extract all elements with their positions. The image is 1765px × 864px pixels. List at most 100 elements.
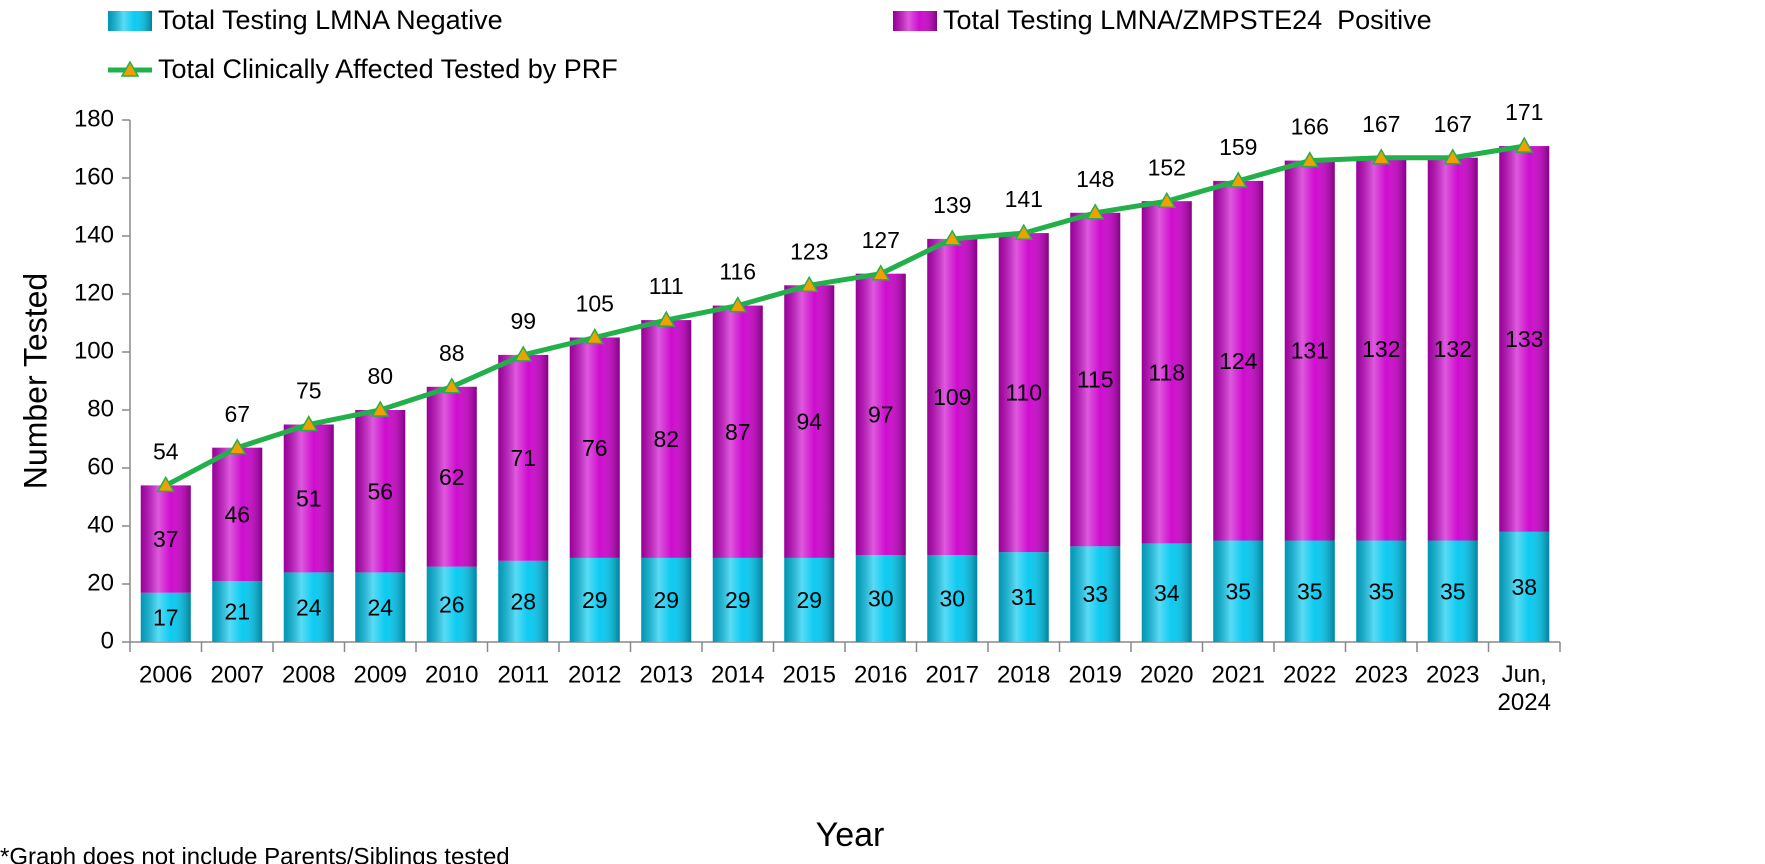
bar-shade [1213, 540, 1264, 642]
bar-shade [1427, 157, 1478, 541]
data-label: 109 [933, 384, 971, 410]
data-label: 167 [1362, 111, 1400, 137]
marker [728, 296, 748, 313]
x-tick-label: 2014 [711, 661, 764, 688]
marker [656, 310, 676, 327]
marker [1443, 148, 1463, 165]
x-tick-label: 2018 [997, 661, 1050, 688]
x-tick-label: 2006 [139, 661, 192, 688]
marker [370, 400, 390, 417]
data-label: 110 [1005, 380, 1042, 406]
y-tick-label: 60 [87, 453, 114, 480]
bar-shade [1284, 160, 1335, 541]
data-label: 118 [1148, 359, 1185, 385]
data-label: 127 [862, 227, 900, 253]
x-tick-label: 2007 [211, 661, 264, 688]
data-label: 29 [582, 587, 608, 613]
data-label: 87 [725, 419, 751, 445]
marker [585, 327, 605, 345]
bar-shade [212, 581, 263, 642]
x-tick-label: 2011 [497, 661, 549, 688]
y-tick-label: 180 [74, 105, 114, 132]
bar-shade [498, 560, 549, 642]
x-tick-label: 2015 [783, 661, 836, 688]
marker [442, 377, 462, 394]
bar-shade [998, 552, 1049, 642]
data-label: 71 [510, 445, 536, 471]
data-label: 111 [649, 273, 684, 299]
bar-shade [1284, 540, 1335, 642]
bar-shade [784, 285, 835, 558]
data-label: 24 [296, 594, 322, 620]
data-label: 30 [868, 586, 894, 612]
data-label: 131 [1291, 338, 1329, 364]
data-label: 105 [576, 291, 614, 317]
bar-shade [140, 485, 191, 593]
bar-shade [569, 557, 620, 642]
data-label: 37 [153, 526, 179, 552]
y-axis-title: Number Tested [17, 273, 53, 489]
marker [1300, 151, 1320, 168]
legend-label: Total Testing LMNA Negative [158, 5, 503, 35]
data-label: 75 [296, 378, 322, 404]
legend-marker [120, 60, 140, 77]
y-tick-label: 80 [87, 395, 114, 422]
marker [799, 275, 819, 293]
data-label: 148 [1076, 166, 1114, 192]
bar-shade [998, 233, 1049, 553]
x-tick-label: 2017 [926, 661, 979, 688]
bar-shade [283, 572, 334, 642]
data-label: 132 [1362, 336, 1400, 362]
data-label: 115 [1077, 367, 1114, 393]
data-label: 133 [1505, 326, 1543, 352]
bar-shade [140, 592, 191, 642]
bar-shade [426, 386, 477, 567]
data-label: 51 [296, 486, 322, 512]
legend-swatch-shade [893, 11, 937, 31]
bar-shade [641, 557, 692, 642]
x-tick-label: 2020 [1140, 661, 1193, 688]
x-tick-label: 2016 [854, 661, 907, 688]
data-label: 38 [1511, 574, 1537, 600]
data-label: 17 [153, 604, 179, 630]
marker [1514, 136, 1534, 153]
y-tick-label: 0 [101, 627, 114, 654]
bar-shade [569, 337, 620, 558]
bar-shade [1070, 546, 1121, 642]
data-label: 29 [653, 587, 679, 613]
x-axis-title: Year [816, 816, 885, 854]
data-label: 141 [1005, 186, 1043, 212]
bar-shade [212, 447, 263, 582]
data-label: 28 [510, 588, 536, 614]
x-tick-label: Jun, 2024 [1498, 661, 1551, 716]
marker [1085, 203, 1105, 220]
bar-shade [712, 305, 763, 558]
bar-shade [1499, 531, 1550, 642]
data-label: 26 [439, 591, 465, 617]
data-label: 97 [868, 401, 894, 427]
data-label: 30 [939, 586, 965, 612]
data-label: 62 [439, 464, 465, 490]
bar-shade [1427, 540, 1478, 642]
y-tick-label: 120 [74, 279, 114, 306]
line [164, 143, 1525, 488]
bar-shade [784, 557, 835, 642]
x-tick-label: 2008 [282, 661, 335, 688]
data-label: 123 [790, 238, 828, 264]
y-tick-label: 140 [74, 221, 114, 248]
y-tick-label: 20 [87, 569, 114, 596]
data-label: 139 [933, 192, 971, 218]
data-label: 21 [224, 599, 250, 625]
data-label: 152 [1148, 154, 1186, 180]
bar-shade [498, 354, 549, 561]
marker [942, 229, 962, 246]
bar-shade [855, 273, 906, 555]
marker [1228, 171, 1248, 188]
x-tick-label: 2013 [640, 661, 693, 688]
data-label: 35 [1368, 578, 1394, 604]
bar-shade [426, 566, 477, 642]
data-label: 35 [1440, 578, 1466, 604]
bar-shade [1141, 201, 1192, 544]
bar-shade [355, 410, 406, 573]
